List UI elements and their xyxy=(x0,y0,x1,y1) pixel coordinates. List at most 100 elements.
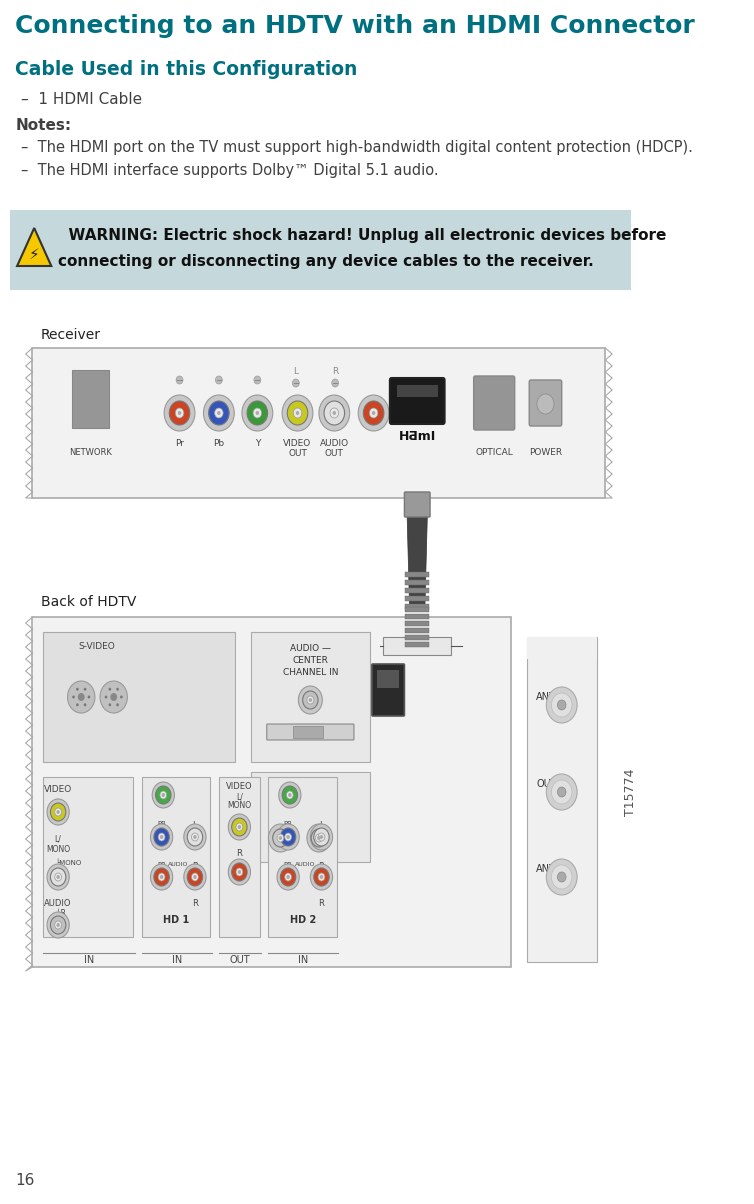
Text: R: R xyxy=(318,899,324,908)
Text: R: R xyxy=(192,899,198,908)
Text: Pb: Pb xyxy=(213,439,225,448)
Circle shape xyxy=(193,875,197,879)
Circle shape xyxy=(72,696,75,698)
Circle shape xyxy=(57,875,60,879)
Text: OUT: OUT xyxy=(325,449,344,458)
Circle shape xyxy=(238,825,241,830)
Text: IN: IN xyxy=(172,955,182,964)
Text: Back of HDTV: Back of HDTV xyxy=(41,595,136,609)
Circle shape xyxy=(551,864,572,889)
Circle shape xyxy=(152,783,174,808)
FancyBboxPatch shape xyxy=(268,777,337,937)
Circle shape xyxy=(160,836,164,839)
Circle shape xyxy=(236,824,243,831)
Text: ANT (75Ω): ANT (75Ω) xyxy=(536,639,587,649)
FancyBboxPatch shape xyxy=(142,777,210,937)
Text: R: R xyxy=(332,367,339,376)
Text: ANT-1: ANT-1 xyxy=(536,692,565,702)
Circle shape xyxy=(55,808,62,816)
Circle shape xyxy=(158,873,165,881)
Text: –  1 HDMI Cable: – 1 HDMI Cable xyxy=(21,92,143,107)
Circle shape xyxy=(78,694,84,701)
FancyBboxPatch shape xyxy=(405,596,429,601)
Text: L/: L/ xyxy=(236,792,243,801)
Circle shape xyxy=(288,793,292,797)
Text: Y: Y xyxy=(287,783,293,791)
Circle shape xyxy=(193,836,197,839)
Text: R: R xyxy=(277,810,284,819)
Circle shape xyxy=(318,873,325,881)
Circle shape xyxy=(320,836,323,839)
Circle shape xyxy=(151,824,173,850)
FancyBboxPatch shape xyxy=(32,616,511,967)
Circle shape xyxy=(51,868,66,886)
Circle shape xyxy=(110,694,117,701)
Circle shape xyxy=(333,411,336,415)
Circle shape xyxy=(547,774,577,810)
Text: OUT: OUT xyxy=(288,449,307,458)
Text: PR: PR xyxy=(284,862,293,868)
Text: Notes:: Notes: xyxy=(15,118,72,132)
Text: CENTER: CENTER xyxy=(293,656,328,665)
Circle shape xyxy=(192,833,198,842)
Circle shape xyxy=(324,401,345,425)
Circle shape xyxy=(277,824,299,850)
Circle shape xyxy=(109,703,111,707)
Circle shape xyxy=(320,875,323,879)
FancyBboxPatch shape xyxy=(267,724,354,740)
Text: Cable Used in this Configuration: Cable Used in this Configuration xyxy=(15,60,357,79)
Circle shape xyxy=(280,868,296,886)
Circle shape xyxy=(178,411,181,415)
Circle shape xyxy=(547,687,577,722)
FancyBboxPatch shape xyxy=(405,580,429,585)
Circle shape xyxy=(253,408,262,418)
Circle shape xyxy=(296,411,299,415)
Circle shape xyxy=(151,864,173,890)
Text: PB: PB xyxy=(157,821,166,827)
Circle shape xyxy=(287,791,293,799)
Circle shape xyxy=(318,833,325,842)
Circle shape xyxy=(332,379,339,386)
Circle shape xyxy=(47,911,69,938)
Text: PB: PB xyxy=(284,821,293,827)
FancyBboxPatch shape xyxy=(405,588,429,594)
Text: Pr: Pr xyxy=(175,439,184,448)
Circle shape xyxy=(302,691,318,709)
Circle shape xyxy=(547,858,577,895)
FancyBboxPatch shape xyxy=(390,378,445,424)
Circle shape xyxy=(311,830,326,846)
Bar xyxy=(405,614,429,619)
Circle shape xyxy=(161,793,165,797)
Circle shape xyxy=(372,411,375,415)
Circle shape xyxy=(330,408,339,418)
Text: PR: PR xyxy=(157,862,166,868)
Text: AUDIO: AUDIO xyxy=(168,862,189,867)
Circle shape xyxy=(273,830,288,846)
Bar xyxy=(405,621,429,626)
Circle shape xyxy=(358,395,389,431)
Circle shape xyxy=(277,864,299,890)
Text: MONO: MONO xyxy=(227,801,251,810)
Text: L: L xyxy=(319,821,323,830)
Text: OUT: OUT xyxy=(229,955,250,964)
Circle shape xyxy=(158,833,165,842)
Text: NETWORK: NETWORK xyxy=(69,448,112,458)
Circle shape xyxy=(51,803,66,821)
FancyBboxPatch shape xyxy=(11,209,631,290)
Circle shape xyxy=(170,401,190,425)
Circle shape xyxy=(68,681,95,713)
Circle shape xyxy=(76,687,78,691)
Circle shape xyxy=(192,873,198,881)
Text: –  The HDMI port on the TV must support high-bandwidth digital content protectio: – The HDMI port on the TV must support h… xyxy=(21,140,693,155)
Text: ANT-2: ANT-2 xyxy=(536,864,565,874)
FancyBboxPatch shape xyxy=(383,637,452,655)
Polygon shape xyxy=(407,510,428,607)
Circle shape xyxy=(363,401,384,425)
Text: VIDEO: VIDEO xyxy=(226,783,253,791)
Text: R: R xyxy=(237,849,242,858)
Circle shape xyxy=(164,395,195,431)
Circle shape xyxy=(307,696,314,704)
Text: OPTICAL: OPTICAL xyxy=(475,448,513,458)
Circle shape xyxy=(175,408,184,418)
FancyBboxPatch shape xyxy=(474,376,515,430)
